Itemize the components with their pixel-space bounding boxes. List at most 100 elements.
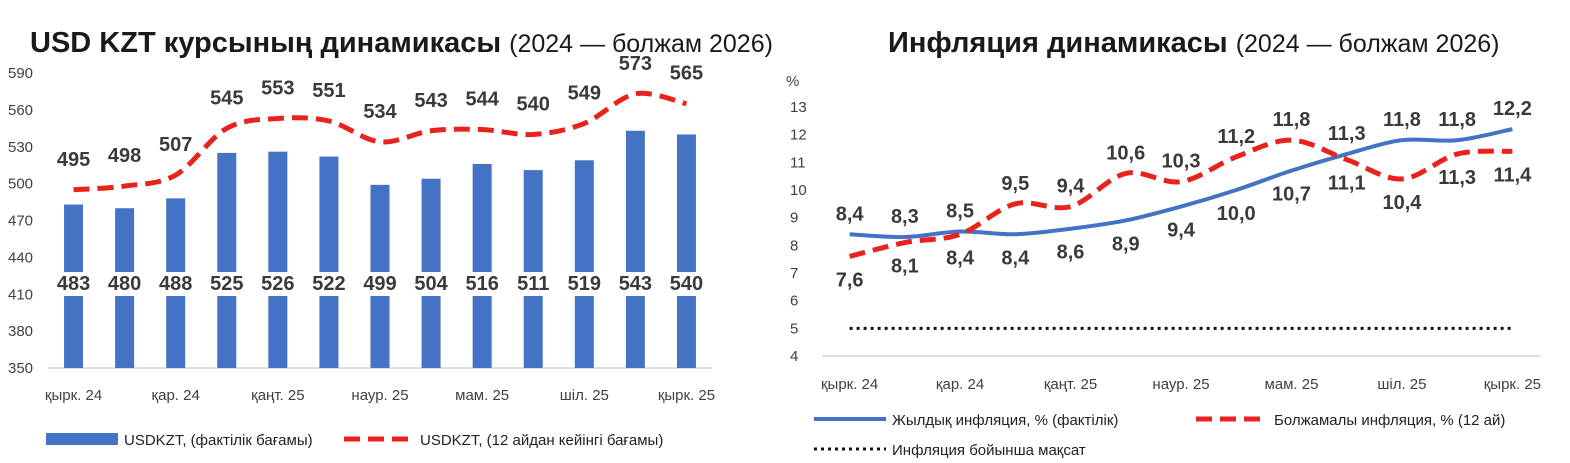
usdkzt-legend-label-bar: USDKZT, (фактілік бағамы): [124, 432, 313, 449]
inflation-chart-title: Инфляция динамикасы (2024 — болжам 2026): [888, 27, 1500, 59]
inflation-x-tick: наур. 25: [1152, 376, 1209, 393]
usdkzt-y-tick: 500: [8, 176, 33, 193]
usdkzt-legend-swatch-bar: [46, 433, 118, 445]
usdkzt-forecast-label: 544: [465, 89, 499, 111]
inflation-actual-label: 12,2: [1493, 98, 1532, 120]
usdkzt-bar: [523, 170, 543, 368]
usdkzt-x-tick: қар. 24: [152, 387, 200, 404]
usdkzt-bar-label-bg: [205, 272, 248, 296]
usdkzt-bar-label: 522: [312, 273, 345, 295]
usdkzt-bar: [268, 151, 288, 368]
usdkzt-bar-label-bg: [154, 272, 197, 296]
inflation-y-tick: 12: [790, 127, 807, 144]
inflation-title-sub: (2024 — болжам 2026): [1236, 30, 1500, 58]
usdkzt-bar-label: 480: [108, 273, 141, 295]
usdkzt-bar-label: 511: [517, 273, 549, 295]
inflation-y-tick: 8: [790, 237, 798, 254]
inflation-actual-label: 8,5: [946, 201, 974, 223]
usdkzt-bar-label: 499: [363, 273, 396, 295]
inflation-y-tick: 10: [790, 182, 807, 199]
usdkzt-y-tick: 530: [8, 139, 33, 156]
usdkzt-chart: 350 380 410 440 470 500 530 560 590 қырк. 24 қар. …: [8, 53, 715, 404]
usdkzt-forecast-label: 565: [670, 63, 703, 85]
usdkzt-x-tick: қырк. 24: [45, 387, 102, 404]
usdkzt-y-tick: 470: [8, 213, 33, 230]
usdkzt-bar: [472, 163, 492, 368]
legends: USDKZT, (фактілік бағамы) USDKZT, (12 айд…: [46, 412, 1505, 459]
inflation-chart: 4 5 6 7 8 9 10 11 12 13 қырк. 24 қар. 24 қаңт. 25 нау…: [790, 98, 1541, 393]
usdkzt-bar-label: 543: [619, 273, 652, 295]
usdkzt-bar-label: 525: [210, 273, 243, 295]
usdkzt-forecast-label: 553: [261, 77, 294, 99]
inflation-y-tick: 9: [790, 210, 798, 227]
inflation-y-tick: 4: [790, 348, 798, 365]
inflation-actual-line: [849, 127, 1513, 240]
inflation-actual-label: 11,8: [1383, 109, 1421, 131]
usdkzt-bar-label-bg: [461, 272, 504, 296]
inflation-y-tick: 13: [790, 99, 807, 116]
usdkzt-title-main: USD KZT курсының динамикасы: [30, 27, 501, 59]
usdkzt-chart-title: USD KZT курсының динамикасы (2024 — болжа…: [30, 27, 773, 59]
usdkzt-y-tick: 440: [8, 249, 33, 266]
usdkzt-y-tick: 560: [8, 102, 33, 119]
usdkzt-bar-label-bg: [512, 272, 555, 296]
usdkzt-bar-label-bg: [52, 272, 95, 296]
inflation-x-tick: қаңт. 25: [1044, 376, 1097, 393]
inflation-title-main: Инфляция динамикасы: [888, 27, 1228, 59]
usdkzt-legend-label-forecast: USDKZT, (12 айдан кейінгі бағамы): [420, 432, 663, 449]
usdkzt-forecast-label: 543: [414, 90, 447, 112]
usdkzt-bar: [625, 130, 645, 368]
inflation-forecast-label: 11,4: [1493, 164, 1532, 186]
usdkzt-y-tick: 350: [8, 360, 33, 377]
usdkzt-x-tick: наур. 25: [351, 387, 408, 404]
inflation-forecast-label: 11,2: [1217, 126, 1255, 148]
usdkzt-x-tick: мам. 25: [455, 387, 509, 404]
inflation-actual-label: 9,4: [1167, 220, 1196, 242]
inflation-actual-label: 8,9: [1112, 233, 1140, 255]
usdkzt-forecast-label: 507: [159, 134, 192, 156]
usdkzt-bar-label: 540: [670, 273, 703, 295]
inflation-y-tick: 5: [790, 320, 798, 337]
usdkzt-bar-label-bg: [614, 272, 657, 296]
inflation-y-tick: 7: [790, 265, 798, 282]
usdkzt-bar-label: 516: [465, 273, 498, 295]
inflation-legend-label-target: Инфляция бойынша мақсат: [892, 442, 1086, 459]
inflation-forecast-label: 9,4: [1057, 176, 1086, 198]
usdkzt-bar-label-bg: [410, 272, 453, 296]
usdkzt-title-sub: (2024 — болжам 2026): [509, 30, 773, 58]
inflation-actual-label: 11,8: [1438, 109, 1476, 131]
usdkzt-forecast-label: 551: [312, 80, 345, 102]
inflation-actual-label: 8,4: [836, 203, 865, 225]
usdkzt-bar-label: 504: [414, 273, 448, 295]
inflation-forecast-label: 11,3: [1438, 167, 1476, 189]
inflation-actual-label: 10,0: [1217, 203, 1256, 225]
inflation-actual-label: 8,3: [891, 206, 919, 228]
inflation-forecast-label: 11,1: [1328, 173, 1366, 195]
inflation-forecast-label: 10,3: [1162, 151, 1201, 173]
usdkzt-bar-label-bg: [256, 272, 299, 296]
usdkzt-x-tick: шіл. 25: [560, 387, 609, 404]
usdkzt-bar-label: 526: [261, 273, 294, 295]
usdkzt-forecast-label: 495: [57, 149, 90, 171]
inflation-x-tick: мам. 25: [1264, 376, 1318, 393]
usdkzt-forecast-label: 534: [363, 101, 397, 123]
inflation-forecast-label: 8,1: [891, 256, 919, 278]
usdkzt-bar: [676, 134, 696, 368]
inflation-x-tick: қар. 24: [936, 376, 984, 393]
usdkzt-forecast-label: 545: [210, 87, 243, 109]
usdkzt-bar-label-bg: [665, 272, 708, 296]
usdkzt-y-tick: 410: [8, 286, 33, 303]
inflation-actual-label: 8,4: [1001, 247, 1030, 269]
usdkzt-bar-label: 488: [159, 273, 192, 295]
usdkzt-bar-label-bg: [307, 272, 350, 296]
usdkzt-bar: [574, 160, 594, 368]
inflation-actual-label: 11,3: [1328, 123, 1366, 145]
usdkzt-forecast-label: 549: [568, 82, 601, 104]
usdkzt-bar-label-bg: [359, 272, 401, 296]
inflation-forecast-label: 11,8: [1273, 109, 1311, 131]
inflation-forecast-line: [849, 137, 1513, 259]
inflation-y-tick: 11: [790, 154, 806, 171]
inflation-forecast-label: 7,6: [836, 269, 864, 291]
usdkzt-x-tick: қырк. 25: [658, 387, 715, 404]
